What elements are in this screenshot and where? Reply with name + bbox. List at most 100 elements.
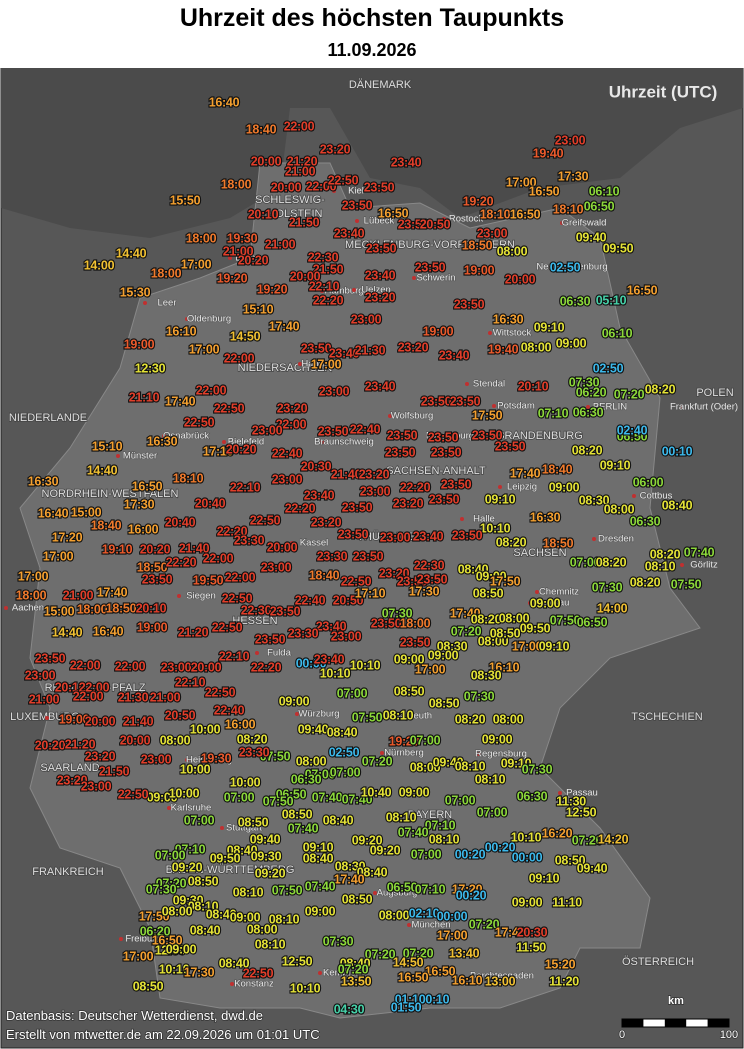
station-time: 23:50 bbox=[495, 439, 526, 453]
station-time: 17:50 bbox=[490, 574, 521, 588]
station-time: 17:40 bbox=[334, 872, 365, 886]
station-time: 08:50 bbox=[238, 815, 269, 829]
station-time: 07:00 bbox=[305, 767, 336, 781]
station-time: 22:50 bbox=[212, 620, 243, 634]
station-time: 21:00 bbox=[285, 164, 316, 178]
station-time: 13:40 bbox=[449, 946, 480, 960]
city-dot bbox=[177, 594, 181, 598]
region-label: SACHSEN-ANHALT bbox=[386, 465, 486, 477]
station-time: 21:50 bbox=[313, 262, 344, 276]
station-time: 23:00 bbox=[81, 779, 112, 793]
station-time: 07:00 bbox=[337, 686, 368, 700]
station-time: 16:50 bbox=[132, 479, 163, 493]
station-time: 20:40 bbox=[165, 515, 196, 529]
station-time: 00:00 bbox=[437, 909, 468, 923]
city-label: Konstanz bbox=[234, 979, 274, 990]
region-label: HOLSTEIN bbox=[267, 208, 322, 220]
station-time: 22:40 bbox=[295, 593, 326, 607]
city-label: Leer bbox=[157, 298, 176, 309]
station-time: 16:30 bbox=[28, 474, 59, 488]
city-label: Dresden bbox=[598, 534, 634, 545]
station-time: 16:40 bbox=[209, 95, 240, 109]
city-dot bbox=[119, 937, 123, 941]
station-time: 07:40 bbox=[305, 879, 336, 893]
station-time: 18:40 bbox=[542, 462, 573, 476]
station-time: 23:50 bbox=[454, 297, 485, 311]
station-time: 19:40 bbox=[488, 342, 519, 356]
station-time: 23:20 bbox=[379, 566, 410, 580]
city-label: Würzburg bbox=[298, 709, 339, 720]
station-time: 07:40 bbox=[684, 545, 715, 559]
station-time: 23:30 bbox=[239, 745, 270, 759]
city-dot bbox=[185, 317, 189, 321]
station-time: 09:10 bbox=[501, 756, 532, 770]
region-label: SCHLESWIG- bbox=[255, 194, 325, 206]
station-time: 21:30 bbox=[118, 690, 149, 704]
station-time: 08:00 bbox=[160, 733, 191, 747]
station-time: 22:50 bbox=[250, 513, 281, 527]
station-time: 00:10 bbox=[419, 992, 450, 1006]
station-time: 16:50 bbox=[152, 933, 183, 947]
station-time: 23:50 bbox=[428, 430, 459, 444]
station-time: 08:40 bbox=[323, 813, 354, 827]
station-time: 02:40 bbox=[617, 423, 648, 437]
station-time: 17:30 bbox=[409, 584, 440, 598]
station-time: 09:40 bbox=[298, 722, 329, 736]
station-time: 14:40 bbox=[116, 246, 147, 260]
station-time: 08:40 bbox=[357, 865, 388, 879]
station-time: 23:00 bbox=[141, 752, 172, 766]
station-time: 07:20 bbox=[338, 962, 369, 976]
station-time: 23:50 bbox=[301, 341, 332, 355]
station-time: 06:50 bbox=[584, 199, 615, 213]
station-time: 08:40 bbox=[340, 956, 371, 970]
station-time: 23:00 bbox=[319, 384, 350, 398]
station-time: 16:30 bbox=[530, 510, 561, 524]
station-time: 19:20 bbox=[257, 282, 288, 296]
station-time: 00:20 bbox=[455, 847, 486, 861]
station-time: 20:50 bbox=[165, 708, 196, 722]
station-time: 07:00 bbox=[410, 733, 441, 747]
city-label: Berchtesgaden bbox=[470, 971, 534, 982]
station-time: 00:00 bbox=[296, 656, 327, 670]
station-time: 07:30 bbox=[522, 762, 553, 776]
station-time: 07:30 bbox=[382, 606, 413, 620]
station-time: 23:20 bbox=[277, 401, 308, 415]
station-time: 16:30 bbox=[147, 434, 178, 448]
station-time: 07:30 bbox=[569, 375, 600, 389]
city-label: Potsdam bbox=[497, 401, 535, 412]
station-time: 17:00 bbox=[123, 949, 154, 963]
station-time: 22:00 bbox=[284, 119, 315, 133]
station-time: 22:40 bbox=[214, 703, 245, 717]
station-time: 23:00 bbox=[25, 668, 56, 682]
station-time: 08:00 bbox=[497, 244, 528, 258]
station-time: 21:40 bbox=[123, 714, 154, 728]
station-time: 06:00 bbox=[633, 475, 664, 489]
station-time: 17:40 bbox=[97, 585, 128, 599]
station-time: 16:50 bbox=[425, 964, 456, 978]
station-time: 08:10 bbox=[233, 885, 264, 899]
station-time: 07:40 bbox=[312, 790, 343, 804]
station-time: 06:30 bbox=[517, 789, 548, 803]
city-dot bbox=[586, 405, 590, 409]
station-time: 22:10 bbox=[219, 649, 250, 663]
station-time: 18:10 bbox=[480, 207, 511, 221]
station-time: 19:00 bbox=[464, 263, 495, 277]
station-time: 08:30 bbox=[471, 668, 502, 682]
station-time: 20:50 bbox=[420, 217, 451, 231]
city-dot bbox=[352, 288, 356, 292]
city-dot bbox=[498, 485, 502, 489]
station-time: 09:40 bbox=[577, 861, 608, 875]
station-time: 16:50 bbox=[398, 970, 429, 984]
city-label: Bremen bbox=[235, 253, 268, 264]
city-dot bbox=[167, 806, 171, 810]
station-time: 20:00 bbox=[120, 733, 151, 747]
region-label: FRANKREICH bbox=[32, 866, 104, 878]
source-note: Datenbasis: Deutscher Wetterdienst, dwd.… bbox=[6, 1008, 263, 1023]
city-dot bbox=[380, 751, 384, 755]
station-time: 09:00 bbox=[394, 652, 425, 666]
station-time: 07:00 bbox=[155, 848, 186, 862]
station-time: 18:50 bbox=[137, 560, 168, 574]
station-time: 08:20 bbox=[237, 732, 268, 746]
station-time: 14:50 bbox=[393, 955, 424, 969]
station-time: 07:40 bbox=[288, 821, 319, 835]
